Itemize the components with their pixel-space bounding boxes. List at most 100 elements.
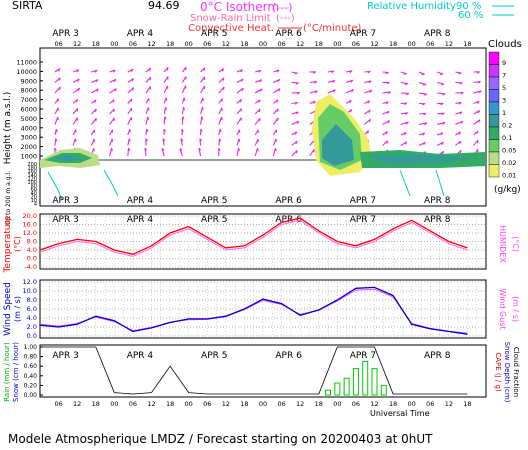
wind-arrow [291,111,299,115]
legend-snow-rain-sym: (---) [276,13,295,24]
wind-arrow [72,87,80,94]
wind-arrow [236,78,244,83]
wind-arrow [473,90,482,94]
height-sublabel: Up to 200 m a.g.l. [5,171,12,225]
top-date-label: APR 4 [127,29,154,39]
rain-tick-label: 1.00 [24,344,38,351]
wind-arrow-head [146,128,149,133]
wind-arrow [364,89,373,94]
rh-contours [47,169,445,201]
bottom-hour-label: 12 [222,400,230,408]
wind-tick-label: 8.0 [27,296,37,304]
wind-tick-label: 10.0 [23,287,37,295]
wind-arrow [327,79,335,84]
bottom-hour-label: 06 [277,400,285,408]
wind-arrow-head [200,128,203,132]
wind-arrow [91,108,97,115]
height-tick-label: 3000 [20,134,37,142]
wind-speed-label: Wind Speed [3,282,13,336]
wind-arrow [364,118,371,125]
wind-arrow [400,121,409,126]
temp-tick-label: 8.0 [27,238,37,246]
snow-depth-label: Snow Depth (cm) [503,342,511,403]
wind-arrow-head [256,148,259,152]
wind-arrow [200,107,204,115]
wind-arrow [72,108,78,115]
wind-arrow-head [131,78,134,82]
wind-arrow [181,107,185,115]
wind-arrow-head [147,116,150,120]
wind-arrow-head [440,83,445,86]
cloud-scale-swatch [488,126,500,140]
wind-arrow-head [404,83,408,86]
wind-arrow-head [260,88,263,92]
wind-arrow-head [296,92,300,95]
wind-arrow-head [459,82,463,85]
wind-arrow-head [386,110,390,115]
wind-arrow-head [180,138,184,142]
wind-arrow [382,120,390,125]
clouds-title: Clouds [488,39,522,50]
wind-arrow-head [423,93,428,96]
wind-arrow [72,138,76,146]
rain-date-label: APR 3 [52,351,78,361]
wind-arrow-head [111,148,113,152]
wind-arrow-head [132,87,135,91]
wind-arrow [382,110,390,115]
wind-arrow [382,140,389,146]
wind-arrow-head [219,138,222,142]
bottom-hour-label: 06 [426,400,434,408]
wind-arrow-head [74,138,77,142]
wind-arrow-head [240,108,242,112]
wind-arrow [91,88,99,94]
wind-arrow [54,77,61,83]
rain-tick-label: 0.20 [24,382,38,389]
wind-arrow-head [130,68,134,72]
wind-arrow-head [162,138,166,142]
wind-arrow-head [295,111,299,115]
wind-arrow-head [441,151,445,155]
top-hour-label: 12 [73,40,81,48]
wind-arrow [218,86,225,94]
cloud-scale-swatch [488,64,500,78]
wind-arrow-head [58,77,61,81]
rain-bar [371,368,378,396]
bottom-hour-label: 00 [333,400,341,408]
wind-arrow-head [76,108,79,112]
wind-arrow [236,117,242,125]
wind-grid [40,280,486,338]
cloud-date-label: APR 7 [350,196,376,206]
temperature-series [39,217,468,255]
wind-arrow [200,85,206,94]
wind-arrow [346,79,353,84]
wind-arrow [127,107,133,115]
wind-arrow-head [112,99,115,103]
wind-arrow-head [179,148,183,151]
wind-arrow-head [440,132,444,136]
wind-arrow-head [129,129,131,133]
wind-arrow [236,108,242,115]
top-hour-label: 00 [110,40,118,48]
wind-arrow [236,87,244,94]
wind-arrow [54,116,59,125]
cloud-scale-label: 1 [502,109,506,117]
wind-arrow-head [424,122,428,126]
wind-arrow-head [276,69,280,73]
bottom-hour-label: 12 [445,400,453,408]
wind-arrow [272,148,276,157]
temp-tick-label: -4.0 [24,263,37,271]
rain-panel-dates: APR 3 APR 4 APR 5 APR 6 APR 7 APR 8 [52,351,450,361]
bottom-hour-label: 06 [54,400,62,408]
wind-arrow [161,148,165,157]
legend-rh: Relative Humidity [367,1,456,12]
wind-arrow-head [458,131,461,135]
wind-arrow-head [423,142,426,146]
wind-arrow [163,107,167,115]
height-tick-label: 8000 [20,87,37,95]
temp-panel-dates: APR 3 APR 4 APR 5 APR 6 APR 7 APR 8 [52,215,450,225]
wind-arrow-head [76,99,79,103]
temp-tick-label: 20.0 [23,212,37,220]
wind-tick-label: 2.0 [27,323,37,331]
